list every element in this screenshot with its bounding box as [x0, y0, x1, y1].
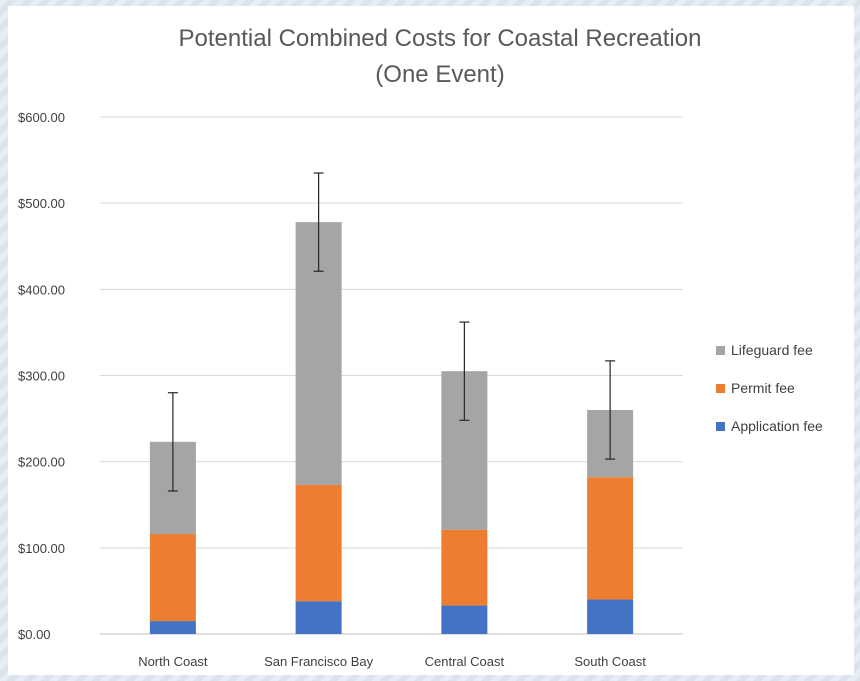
bar-permit-fee [149, 534, 196, 622]
gridlines [100, 116, 683, 635]
bar-permit-fee [441, 529, 488, 606]
bar-permit-fee [587, 477, 634, 600]
y-tick-label: $600.00 [18, 110, 65, 125]
y-tick-label: $300.00 [18, 369, 65, 384]
y-tick-label: $0.00 [18, 627, 51, 642]
x-tick-label: North Coast [138, 654, 208, 669]
y-tick-label: $400.00 [18, 282, 65, 297]
legend-swatch [716, 384, 725, 393]
legend-swatch [716, 422, 725, 431]
x-tick-label: South Coast [574, 654, 646, 669]
x-tick-label: Central Coast [425, 654, 505, 669]
chart-subtitle: (One Event) [375, 61, 504, 88]
bar-application-fee [441, 605, 488, 634]
bar-application-fee [587, 599, 634, 634]
y-tick-label: $500.00 [18, 196, 65, 211]
x-axis-ticks: North Coast San Francisco Bay Central Coas… [138, 654, 646, 669]
legend-label: Permit fee [731, 380, 795, 396]
bar-permit-fee [295, 484, 342, 602]
legend: Lifeguard fee Permit fee Application fee [716, 342, 823, 434]
legend-swatch [716, 346, 725, 355]
y-axis-ticks: $0.00 $100.00 $200.00 $300.00 $400.00 $500.00… [18, 110, 65, 642]
legend-label: Application fee [731, 418, 823, 434]
chart-title: Potential Combined Costs for Coastal Rec… [179, 25, 702, 52]
legend-label: Lifeguard fee [731, 342, 813, 358]
error-bars [167, 172, 616, 492]
y-tick-label: $200.00 [18, 455, 65, 470]
bar-application-fee [149, 621, 196, 634]
bars [149, 222, 634, 634]
y-tick-label: $100.00 [18, 541, 65, 556]
x-tick-label: San Francisco Bay [264, 654, 374, 669]
bar-application-fee [295, 601, 342, 634]
